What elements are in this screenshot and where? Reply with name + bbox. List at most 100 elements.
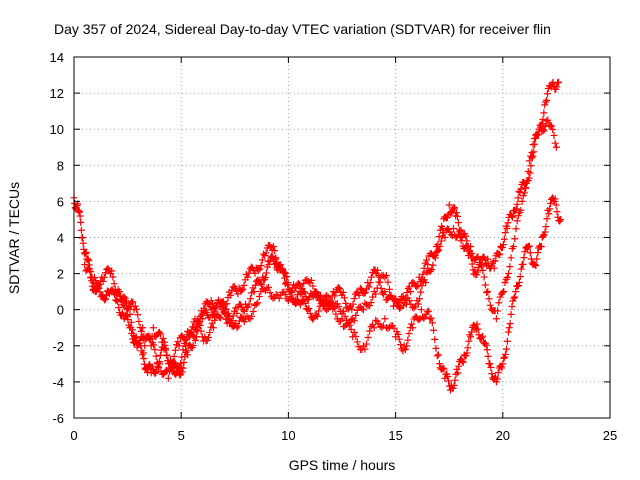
data-point bbox=[244, 273, 252, 281]
data-point bbox=[415, 316, 423, 324]
data-point bbox=[185, 332, 193, 340]
data-point bbox=[203, 336, 211, 344]
data-point bbox=[543, 117, 551, 125]
chart-title: Day 357 of 2024, Sidereal Day-to-day VTE… bbox=[54, 21, 551, 37]
data-point bbox=[401, 346, 409, 354]
x-axis-label: GPS time / hours bbox=[289, 457, 396, 473]
data-point bbox=[467, 333, 475, 341]
data-point bbox=[240, 307, 248, 315]
data-point bbox=[503, 224, 511, 232]
data-point bbox=[99, 291, 107, 299]
data-point bbox=[511, 235, 519, 243]
y-tick-label: -4 bbox=[52, 375, 64, 390]
data-point bbox=[424, 261, 432, 269]
data-point bbox=[506, 263, 514, 271]
data-point bbox=[256, 279, 264, 287]
data-point bbox=[288, 289, 296, 297]
data-point bbox=[251, 281, 259, 289]
data-point bbox=[340, 294, 348, 302]
data-point bbox=[437, 237, 445, 245]
data-point bbox=[418, 275, 426, 283]
y-tick-label: 14 bbox=[50, 50, 64, 65]
data-point bbox=[513, 200, 521, 208]
data-point bbox=[514, 282, 522, 290]
data-point bbox=[178, 368, 186, 376]
data-point bbox=[502, 345, 510, 353]
data-point bbox=[195, 318, 203, 326]
data-point bbox=[207, 297, 215, 305]
data-point bbox=[510, 294, 518, 302]
data-point bbox=[555, 78, 563, 86]
data-point bbox=[499, 241, 507, 249]
data-point bbox=[268, 252, 276, 260]
data-point bbox=[513, 217, 521, 225]
data-point bbox=[189, 341, 197, 349]
data-point bbox=[361, 345, 369, 353]
data-point bbox=[450, 381, 458, 389]
data-point bbox=[369, 293, 377, 301]
data-point bbox=[503, 337, 511, 345]
data-point bbox=[268, 293, 276, 301]
data-point bbox=[102, 269, 110, 277]
data-point bbox=[296, 301, 304, 309]
y-tick-label: 10 bbox=[50, 122, 64, 137]
data-point bbox=[81, 250, 89, 258]
data-point bbox=[431, 251, 439, 259]
data-point bbox=[372, 290, 380, 298]
data-point bbox=[502, 350, 510, 358]
data-point bbox=[227, 291, 235, 299]
data-point bbox=[516, 273, 524, 281]
data-point bbox=[478, 262, 486, 270]
axis-ticks: 0 5 10 15 20 25 -6 -4 -2 0 2 4 6 8 10 12 14 bbox=[50, 50, 618, 443]
data-point bbox=[174, 338, 182, 346]
data-point bbox=[175, 364, 183, 372]
data-point bbox=[115, 288, 123, 296]
data-point bbox=[261, 274, 269, 282]
data-point bbox=[420, 314, 428, 322]
data-point bbox=[439, 364, 447, 372]
data-point bbox=[245, 269, 253, 277]
data-point bbox=[407, 300, 415, 308]
data-point bbox=[110, 280, 118, 288]
data-point bbox=[474, 325, 482, 333]
data-point bbox=[500, 235, 508, 243]
data-point bbox=[297, 290, 305, 298]
data-point bbox=[444, 372, 452, 380]
data-point bbox=[315, 307, 323, 315]
data-point bbox=[493, 375, 501, 383]
data-point bbox=[262, 269, 270, 277]
data-point bbox=[423, 256, 431, 264]
data-point bbox=[512, 205, 520, 213]
data-point bbox=[275, 294, 283, 302]
data-point bbox=[428, 265, 436, 273]
data-point bbox=[525, 157, 533, 165]
data-point bbox=[159, 334, 167, 342]
data-point bbox=[256, 265, 264, 273]
data-point bbox=[260, 285, 268, 293]
data-point bbox=[553, 83, 561, 91]
data-point bbox=[430, 252, 438, 260]
data-point bbox=[517, 206, 525, 214]
data-point bbox=[355, 291, 363, 299]
data-point bbox=[366, 279, 374, 287]
data-point bbox=[180, 358, 188, 366]
data-point bbox=[329, 305, 337, 313]
data-point bbox=[94, 282, 102, 290]
data-point bbox=[467, 243, 475, 251]
data-point bbox=[509, 213, 517, 221]
data-point bbox=[226, 312, 234, 320]
data-point bbox=[459, 358, 467, 366]
data-point bbox=[501, 279, 509, 287]
data-point bbox=[264, 283, 272, 291]
data-point bbox=[284, 279, 292, 287]
data-point bbox=[159, 370, 167, 378]
data-point bbox=[350, 295, 358, 303]
data-point bbox=[468, 328, 476, 336]
data-point bbox=[483, 346, 491, 354]
data-point bbox=[414, 300, 422, 308]
data-point bbox=[224, 309, 232, 317]
data-point bbox=[313, 312, 321, 320]
data-point bbox=[435, 233, 443, 241]
data-point bbox=[540, 109, 548, 117]
data-point bbox=[298, 285, 306, 293]
